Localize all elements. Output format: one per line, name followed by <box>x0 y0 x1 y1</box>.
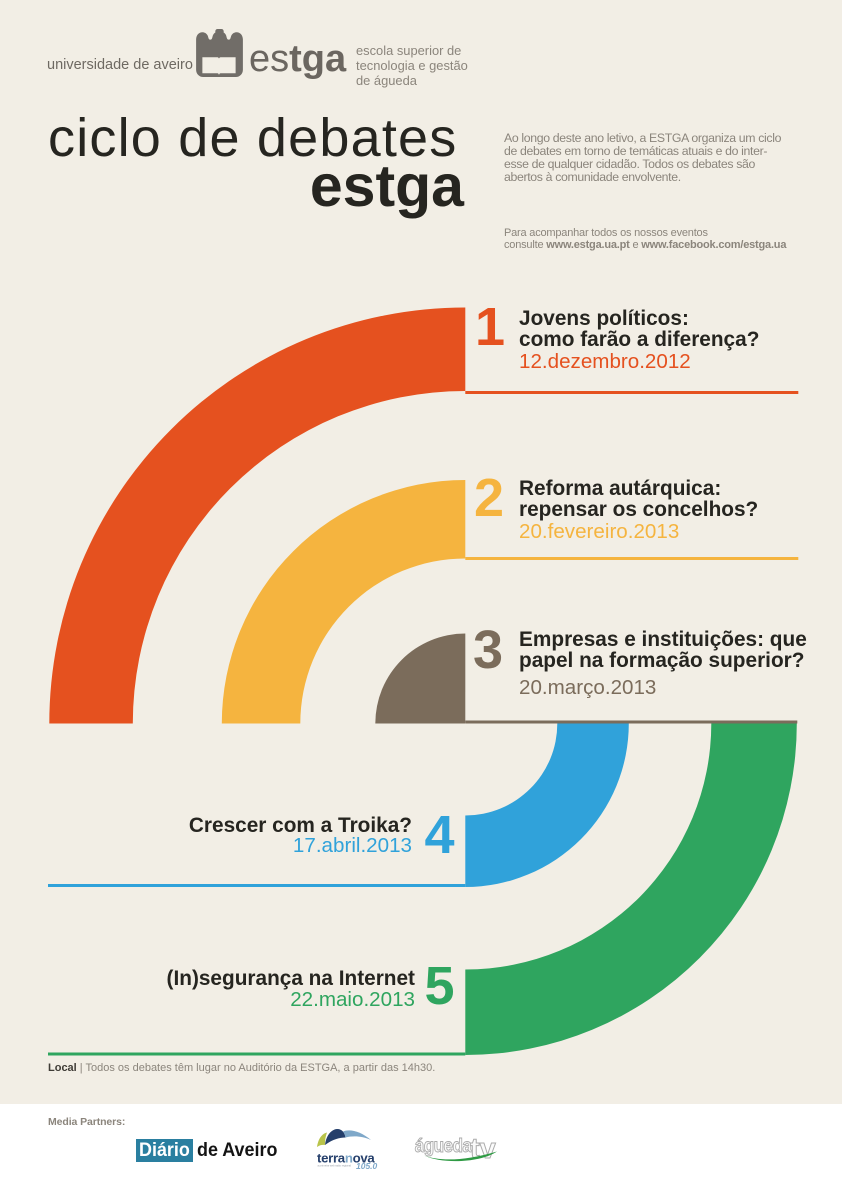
svg-text:tv: tv <box>470 1133 496 1165</box>
svg-text:águeda: águeda <box>415 1135 473 1156</box>
svg-text:a primeira web radio regional: a primeira web radio regional <box>318 1164 352 1168</box>
svg-text:terranova: terranova <box>317 1151 375 1166</box>
svg-text:105.0: 105.0 <box>356 1161 378 1171</box>
